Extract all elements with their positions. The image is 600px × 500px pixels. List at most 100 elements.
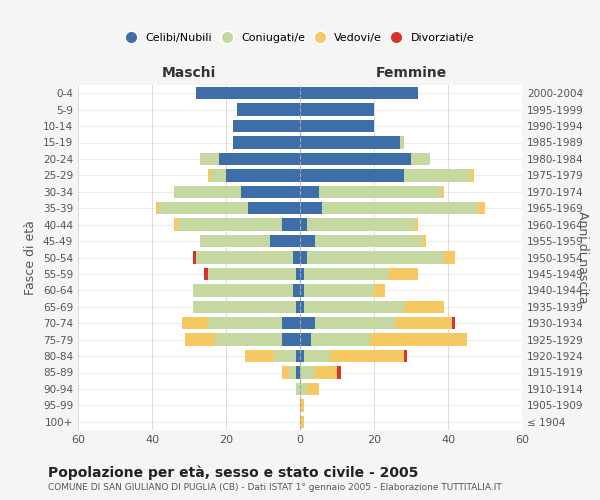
Bar — [300, 87, 418, 100]
Bar — [411, 153, 430, 165]
Bar — [304, 300, 404, 313]
Bar — [444, 252, 455, 264]
Bar — [300, 153, 411, 165]
Bar — [304, 350, 329, 362]
Bar — [196, 87, 300, 100]
Bar — [296, 268, 300, 280]
Bar — [300, 300, 304, 313]
Bar — [281, 334, 300, 346]
Bar — [293, 252, 300, 264]
Bar — [211, 169, 226, 181]
Legend: Celibi/Nubili, Coniugati/e, Vedovi/e, Divorziati/e: Celibi/Nubili, Coniugati/e, Vedovi/e, Di… — [121, 28, 479, 48]
Bar — [226, 169, 300, 181]
Bar — [281, 218, 300, 231]
Bar — [296, 383, 300, 395]
Bar — [415, 218, 418, 231]
Bar — [160, 202, 248, 214]
Bar — [307, 252, 444, 264]
Text: Femmine: Femmine — [376, 66, 446, 80]
Bar — [404, 350, 407, 362]
Bar — [178, 218, 281, 231]
Bar — [300, 399, 304, 411]
Bar — [208, 268, 296, 280]
Bar — [300, 252, 307, 264]
Bar — [315, 317, 396, 330]
Bar — [404, 300, 444, 313]
Bar — [233, 136, 300, 148]
Bar — [370, 334, 467, 346]
Bar — [300, 104, 374, 116]
Bar — [311, 334, 370, 346]
Bar — [296, 350, 300, 362]
Bar — [271, 235, 300, 247]
Bar — [233, 120, 300, 132]
Bar — [329, 350, 404, 362]
Bar — [300, 284, 304, 296]
Bar — [300, 350, 304, 362]
Bar — [289, 366, 296, 378]
Bar — [200, 153, 218, 165]
Bar — [300, 268, 304, 280]
Text: Popolazione per età, sesso e stato civile - 2005: Popolazione per età, sesso e stato civil… — [48, 465, 418, 479]
Bar — [193, 300, 296, 313]
Bar — [470, 169, 474, 181]
Bar — [304, 284, 374, 296]
Bar — [478, 202, 485, 214]
Bar — [296, 300, 300, 313]
Bar — [208, 169, 211, 181]
Bar — [300, 235, 315, 247]
Y-axis label: Anni di nascita: Anni di nascita — [576, 211, 589, 304]
Bar — [337, 366, 341, 378]
Bar — [241, 186, 300, 198]
Bar — [300, 416, 304, 428]
Bar — [204, 268, 208, 280]
Bar — [300, 383, 307, 395]
Bar — [174, 186, 241, 198]
Bar — [274, 350, 296, 362]
Bar — [196, 252, 293, 264]
Bar — [248, 202, 300, 214]
Bar — [300, 169, 404, 181]
Bar — [185, 334, 215, 346]
Bar — [245, 350, 274, 362]
Y-axis label: Fasce di età: Fasce di età — [25, 220, 37, 295]
Bar — [193, 252, 196, 264]
Bar — [300, 202, 322, 214]
Bar — [389, 268, 418, 280]
Bar — [296, 366, 300, 378]
Text: Maschi: Maschi — [162, 66, 216, 80]
Bar — [208, 317, 281, 330]
Bar — [422, 235, 426, 247]
Bar — [174, 218, 178, 231]
Bar — [307, 383, 319, 395]
Bar — [218, 153, 300, 165]
Bar — [193, 284, 293, 296]
Bar — [182, 317, 208, 330]
Bar — [440, 186, 444, 198]
Bar — [300, 366, 315, 378]
Bar — [300, 334, 311, 346]
Bar — [281, 317, 300, 330]
Bar — [315, 366, 337, 378]
Bar — [319, 186, 440, 198]
Bar — [215, 334, 281, 346]
Bar — [281, 366, 289, 378]
Bar — [237, 104, 300, 116]
Text: COMUNE DI SAN GIULIANO DI PUGLIA (CB) - Dati ISTAT 1° gennaio 2005 - Elaborazion: COMUNE DI SAN GIULIANO DI PUGLIA (CB) - … — [48, 482, 502, 492]
Bar — [400, 136, 404, 148]
Bar — [300, 136, 400, 148]
Bar — [452, 317, 455, 330]
Bar — [315, 235, 422, 247]
Bar — [322, 202, 478, 214]
Bar — [293, 284, 300, 296]
Bar — [300, 317, 315, 330]
Bar — [300, 120, 374, 132]
Bar — [404, 169, 470, 181]
Bar — [300, 218, 307, 231]
Bar — [200, 235, 271, 247]
Bar — [374, 284, 385, 296]
Bar — [304, 268, 389, 280]
Bar — [396, 317, 452, 330]
Bar — [300, 186, 319, 198]
Bar — [156, 202, 160, 214]
